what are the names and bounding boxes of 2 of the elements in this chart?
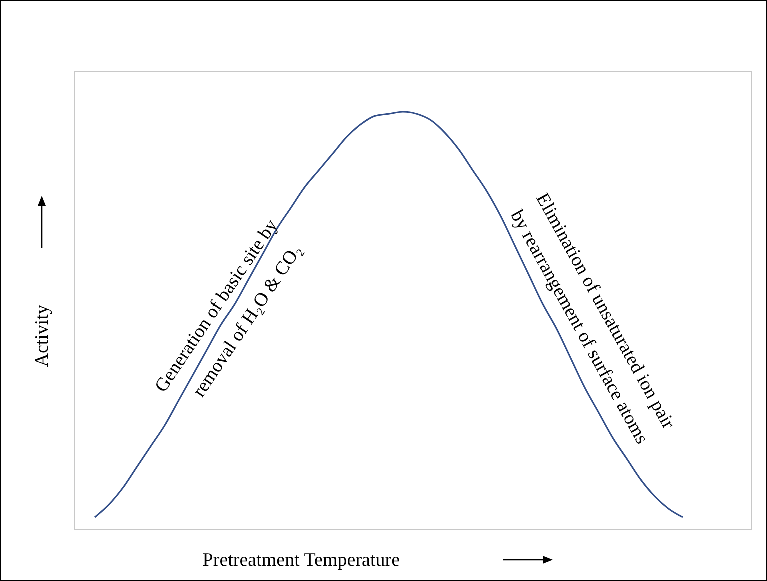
- y-axis-title: Activity: [32, 304, 53, 368]
- x-axis-title: Pretreatment Temperature: [202, 550, 400, 571]
